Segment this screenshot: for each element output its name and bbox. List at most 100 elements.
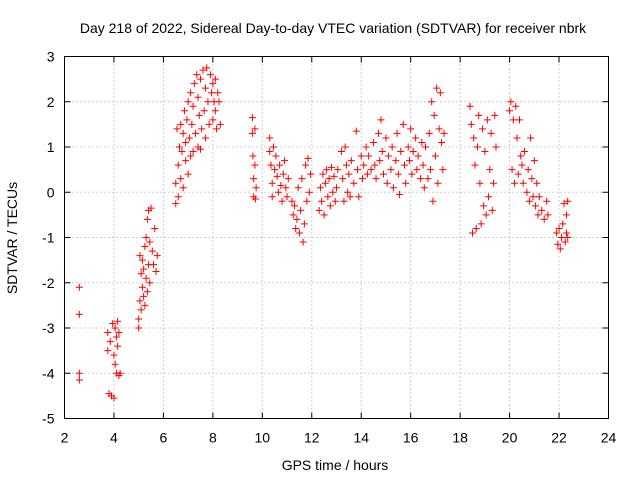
- data-point: [293, 215, 301, 223]
- data-point: [334, 166, 342, 174]
- data-point: [439, 166, 447, 174]
- data-point: [110, 394, 118, 402]
- data-point: [346, 193, 354, 201]
- data-point: [268, 179, 276, 187]
- data-point: [478, 125, 486, 133]
- data-point: [486, 166, 494, 174]
- data-point: [281, 157, 289, 165]
- data-point: [193, 71, 201, 79]
- data-point: [183, 116, 191, 124]
- chart-title: Day 218 of 2022, Sidereal Day-to-day VTE…: [80, 20, 587, 36]
- data-point: [377, 116, 385, 124]
- data-point: [302, 161, 310, 169]
- data-point: [189, 102, 197, 110]
- data-point: [418, 138, 426, 146]
- data-point: [554, 240, 562, 248]
- data-point: [560, 200, 568, 208]
- data-point: [173, 125, 181, 133]
- data-point: [208, 89, 216, 97]
- data-point: [436, 89, 444, 97]
- x-tick-label: 18: [452, 430, 468, 446]
- data-point: [362, 143, 370, 151]
- x-tick-label: 4: [110, 430, 118, 446]
- data-point: [178, 148, 186, 156]
- data-point: [376, 157, 384, 165]
- data-point: [148, 247, 156, 255]
- data-point: [325, 175, 333, 183]
- data-point: [392, 157, 400, 165]
- data-point: [284, 175, 292, 183]
- data-point: [357, 152, 365, 160]
- data-point: [184, 98, 192, 106]
- data-point: [324, 193, 332, 201]
- data-point: [379, 170, 387, 178]
- data-point: [203, 64, 211, 72]
- data-point: [268, 193, 276, 201]
- data-point: [142, 234, 150, 241]
- data-point: [326, 202, 334, 210]
- y-tick-label: 3: [47, 49, 55, 65]
- data-point: [490, 179, 498, 187]
- data-point: [283, 193, 291, 201]
- data-point: [153, 252, 161, 260]
- data-point: [251, 161, 259, 169]
- data-point: [399, 120, 407, 128]
- data-point: [106, 338, 114, 346]
- data-point: [146, 238, 154, 246]
- data-point: [561, 238, 569, 246]
- data-point: [249, 152, 257, 160]
- data-point: [328, 163, 336, 171]
- data-point: [440, 129, 448, 137]
- data-point: [198, 125, 206, 133]
- data-point: [209, 116, 217, 124]
- data-point: [146, 279, 154, 287]
- data-point: [532, 202, 540, 210]
- x-axis-tick-labels: 2 4 6 8 10 12 14 16 18 20 22 24: [61, 430, 617, 446]
- data-point: [136, 252, 144, 260]
- data-point: [201, 84, 209, 92]
- data-point: [431, 152, 439, 160]
- data-point: [290, 202, 298, 210]
- data-point: [426, 166, 434, 174]
- data-point: [540, 215, 548, 223]
- data-point: [282, 184, 290, 192]
- data-point: [535, 193, 543, 201]
- data-point: [360, 161, 368, 169]
- data-point: [150, 261, 158, 269]
- data-point: [112, 333, 120, 341]
- data-point: [189, 148, 197, 156]
- data-point: [213, 125, 221, 133]
- data-point: [559, 220, 567, 228]
- data-point: [333, 184, 340, 192]
- data-point: [422, 143, 430, 151]
- data-point: [430, 111, 438, 119]
- data-point: [405, 157, 413, 165]
- data-point: [288, 197, 296, 205]
- data-point: [252, 184, 260, 192]
- x-tick-label: 10: [255, 430, 271, 446]
- data-point: [544, 211, 552, 219]
- data-point: [414, 152, 422, 160]
- data-point: [174, 193, 182, 201]
- data-point: [201, 134, 209, 142]
- data-point: [382, 134, 390, 142]
- data-point: [396, 191, 404, 199]
- data-point: [151, 224, 159, 232]
- data-point: [330, 172, 338, 180]
- data-point: [195, 111, 203, 119]
- data-point: [378, 148, 386, 156]
- x-tick-label: 8: [209, 430, 217, 446]
- data-point: [419, 161, 427, 169]
- data-point: [354, 166, 362, 174]
- data-point: [524, 166, 532, 174]
- grid: [64, 56, 609, 419]
- data-point: [109, 319, 117, 327]
- data-point: [206, 71, 214, 79]
- data-point: [305, 188, 313, 196]
- data-point: [438, 138, 446, 146]
- data-point: [216, 120, 224, 128]
- data-point: [387, 166, 395, 174]
- y-tick-label: -2: [42, 275, 55, 291]
- data-point: [211, 107, 219, 115]
- data-point: [508, 166, 516, 174]
